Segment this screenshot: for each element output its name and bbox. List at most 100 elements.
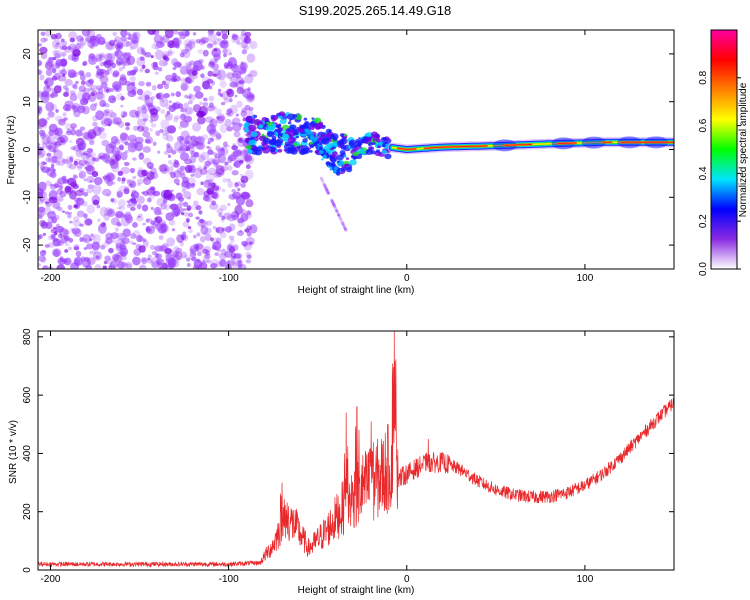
spectrogram-speckle [121,237,130,245]
spectrogram-speckle [179,170,185,175]
spectrogram-speckle [160,229,166,235]
spectrogram-blob [375,138,381,143]
spectrogram-speckle [94,264,102,269]
spectrogram-blob [309,149,313,153]
spectrogram-speckle [186,40,196,49]
spectrogram-speckle [63,258,68,264]
spectrogram-speckle [244,73,254,84]
spectrogram-speckle [161,80,166,86]
spectrogram-speckle [122,52,131,63]
spectrogram-speckle [201,39,207,44]
spectrogram-speckle [64,100,74,108]
spectrogram-speckle [53,149,63,159]
spectrogram-speckle [217,148,226,156]
spectrogram-speckle [104,255,111,261]
spectrogram-speckle [69,227,75,231]
spectrogram-speckle [135,114,140,118]
spectrogram-blob [249,121,254,125]
spectrogram-speckle [39,219,46,227]
spectrogram-speckle [208,128,218,137]
spectrogram-speckle [137,195,145,204]
spectrogram-speckle [218,212,223,218]
spectrogram-speckle [60,139,66,146]
spectrogram-speckle [200,181,204,186]
spectrogram-speckle [50,233,56,239]
spectrogram-speckle [58,143,62,146]
spectrogram-blob [337,213,341,217]
spectrogram-speckle [214,131,222,141]
spectrogram-speckle [193,200,199,206]
spectrogram-speckle [210,49,219,57]
spectrogram-speckle [116,232,124,241]
spectrogram-speckle [216,69,227,81]
spectrogram-speckle [215,73,222,80]
spectrogram-speckle [132,230,141,239]
spectrogram-speckle [45,221,53,230]
spectrogram-speckle [53,146,59,152]
spectrogram-speckle [213,58,219,63]
spectrogram-speckle [135,114,140,120]
spectrogram-speckle [95,110,104,121]
spectrogram-speckle [114,227,119,232]
spectrogram-ytick-label: -20 [22,237,33,252]
spectrogram-speckle [133,125,139,131]
spectrogram-blob [340,145,347,150]
spectrogram-speckle [150,186,156,191]
spectrogram-speckle [45,68,53,77]
spectrogram-speckle [241,193,250,201]
snr-ytick-label: 600 [22,386,33,403]
spectrogram-speckle [172,207,181,217]
spectrogram-blob [313,136,318,141]
spectrogram-speckle [166,265,171,269]
spectrogram-speckle [76,105,86,114]
spectrogram-speckle [45,140,55,149]
spectrogram-speckle [136,106,142,112]
spectrogram-speckle [107,173,116,181]
spectrogram-speckle [129,76,136,82]
spectrogram-speckle [125,126,130,131]
spectrogram-speckle [246,231,252,237]
spectrogram-speckle [64,249,69,253]
spectrogram-speckle [147,257,151,261]
spectrogram-speckle [171,58,179,66]
spectrogram-speckle [130,69,137,74]
spectrogram-speckle [40,37,47,43]
snr-ytick-label: 400 [22,445,33,462]
spectrogram-speckle [200,151,210,161]
spectrogram-speckle [85,243,94,250]
spectrogram-blob [331,201,335,205]
spectrogram-blob [336,160,340,163]
spectrogram-speckle [45,201,50,205]
spectrogram-speckle [217,90,222,95]
spectrogram-speckle [217,113,225,119]
spectrogram-heat [38,30,674,269]
snr-frame [37,330,675,571]
spectrogram-speckle [157,150,161,154]
spectrogram-speckle [247,73,251,77]
spectrogram-blob [322,139,328,144]
spectrogram-speckle [73,246,79,251]
spectrogram-speckle [184,43,193,52]
spectrogram-speckle [73,160,78,166]
spectrogram-speckle [186,262,191,268]
spectrogram-speckle [209,179,214,183]
spectrogram-speckle [159,36,165,41]
spectrogram-speckle [229,81,239,88]
spectrogram-speckle [102,188,112,197]
spectrogram-speckle [173,159,177,163]
spectrogram-speckle [101,139,110,147]
spectrogram-speckle [103,213,110,221]
spectrogram-speckle [50,63,55,68]
spectrogram-speckle [55,206,62,211]
spectrogram-speckle [130,35,140,45]
spectrogram-speckle [229,78,236,83]
spectrogram-speckle [200,73,205,79]
spectrogram-speckle [57,206,63,212]
snr-ytick-label: 200 [22,503,33,520]
spectrogram-speckle [116,191,124,198]
spectrogram-speckle [48,129,55,137]
spectrogram-speckle [72,71,79,78]
spectrogram-speckle [38,215,43,219]
spectrogram-speckle [70,146,76,151]
